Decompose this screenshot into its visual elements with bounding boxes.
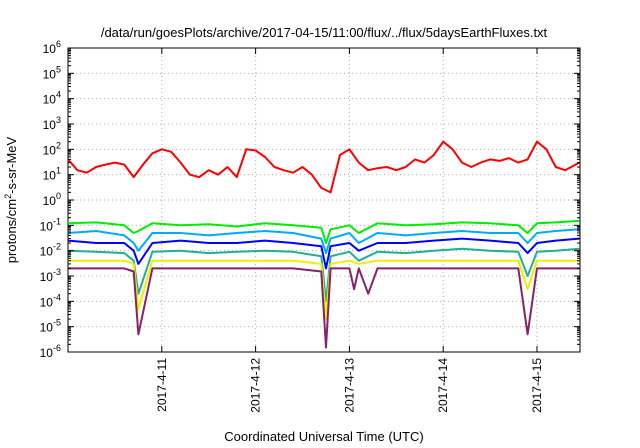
y-axis-label-sup: 2 (3, 194, 13, 199)
series-line-5 (67, 247, 580, 303)
y-tick-label: 103 (43, 115, 61, 132)
x-tick-label: 2017-4-15 (530, 358, 544, 413)
x-axis-label: Coordinated Universal Time (UTC) (224, 429, 423, 444)
series-line-4 (67, 237, 580, 270)
y-tick-label: 105 (43, 64, 61, 81)
series-line-3 (67, 228, 580, 255)
y-tick-label: 10-3 (40, 267, 61, 284)
x-tick-label: 2017-4-13 (342, 358, 356, 413)
x-tick-label: 2017-4-14 (436, 358, 450, 413)
x-tick-label: 2017-4-11 (155, 358, 169, 412)
y-tick-label: 10-1 (40, 216, 61, 233)
x-axis-ticks: 2017-4-11 2017-4-12 2017-4-13 2017-4-14 2017… (155, 48, 544, 413)
y-tick-label: 102 (43, 140, 61, 157)
series-line-1 (67, 140, 580, 194)
y-axis-ticks: 10-6 10-5 10-4 10-3 10-2 10-1 100 101 102 103 104 1… (40, 39, 580, 360)
y-tick-label: 100 (43, 191, 61, 208)
series-group (67, 140, 580, 349)
y-tick-label: 10-4 (40, 292, 61, 309)
y-tick-label: 10-6 (40, 343, 61, 360)
chart-title: /data/run/goesPlots/archive/2017-04-15/1… (101, 25, 548, 40)
y-tick-label: 10-2 (40, 242, 61, 259)
y-axis-label-rest: -s-sr-MeV (4, 136, 19, 193)
y-axis-label: protons/cm2-s-sr-MeV (3, 136, 19, 263)
y-tick-label: 101 (43, 166, 61, 183)
series-line-7 (68, 267, 580, 349)
series-line-2 (67, 219, 580, 244)
y-tick-label: 104 (43, 90, 61, 107)
y-tick-label: 10-5 (40, 318, 61, 335)
y-axis-label-base: protons/cm (4, 199, 19, 263)
x-tick-label: 2017-4-12 (249, 358, 263, 413)
y-tick-label: 106 (43, 39, 61, 56)
